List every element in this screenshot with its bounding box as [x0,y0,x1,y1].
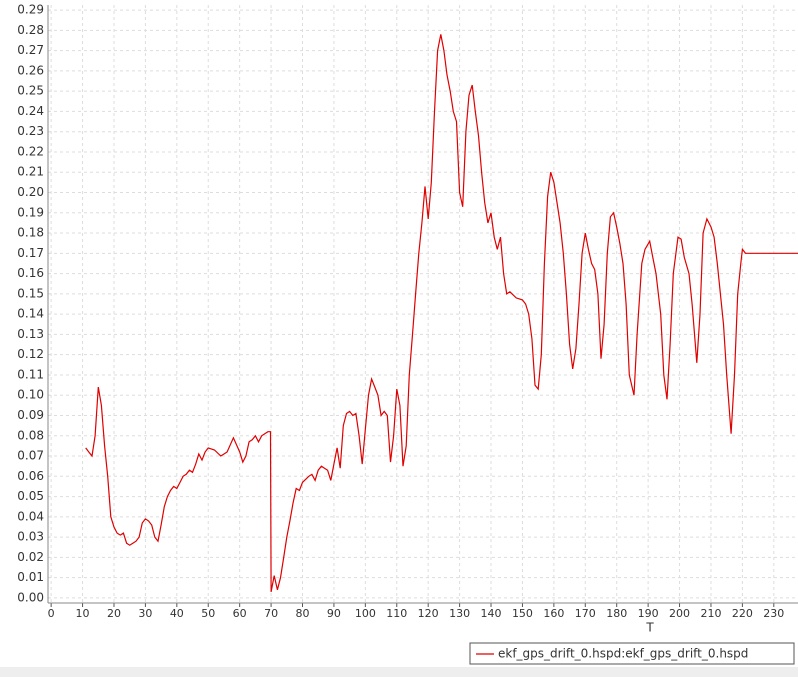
y-tick-label: 0.04 [17,509,44,523]
y-tick-label: 0.20 [17,185,44,199]
x-tick-label: 80 [296,607,310,620]
x-tick-label: 160 [543,607,564,620]
x-tick-label: 200 [669,607,690,620]
x-tick-label: 230 [763,607,784,620]
x-tick-label: 120 [418,607,439,620]
y-tick-label: 0.11 [17,367,44,381]
y-tick-label: 0.01 [17,570,44,584]
y-tick-label: 0.03 [17,530,44,544]
x-axis-label: T [645,621,654,635]
y-tick-label: 0.15 [17,286,44,300]
x-tick-label: 40 [170,607,184,620]
x-tick-label: 130 [449,607,470,620]
y-tick-label: 0.05 [17,489,44,503]
x-tick-label: 110 [386,607,407,620]
y-tick-label: 0.29 [17,3,44,17]
y-tick-label: 0.21 [17,165,44,179]
y-tick-label: 0.23 [17,124,44,138]
x-tick-label: 180 [606,607,627,620]
x-tick-label: 0 [48,607,55,620]
y-tick-label: 0.02 [17,550,44,564]
y-tick-label: 0.24 [17,104,44,118]
x-tick-label: 70 [264,607,278,620]
y-tick-label: 0.28 [17,23,44,37]
legend-box [469,642,795,665]
x-tick-label: 50 [201,607,215,620]
y-tick-label: 0.26 [17,63,44,77]
y-tick-label: 0.00 [17,590,44,604]
y-tick-label: 0.12 [17,347,44,361]
x-tick-label: 210 [700,607,721,620]
y-tick-label: 0.22 [17,144,44,158]
data-line [85,34,798,593]
x-tick-label: 60 [233,607,247,620]
footer-strip [0,667,798,677]
y-tick-label: 0.16 [17,266,44,280]
y-tick-label: 0.19 [17,205,44,219]
x-tick-label: 150 [512,607,533,620]
y-tick-label: 0.08 [17,428,44,442]
x-tick-label: 90 [327,607,341,620]
x-tick-label: 190 [638,607,659,620]
x-tick-label: 30 [138,607,152,620]
y-tick-label: 0.17 [17,246,44,260]
y-tick-label: 0.27 [17,43,44,57]
y-tick-label: 0.13 [17,327,44,341]
y-tick-label: 0.18 [17,226,44,240]
y-tick-label: 0.06 [17,469,44,483]
x-tick-label: 10 [76,607,90,620]
x-tick-label: 140 [481,607,502,620]
x-tick-label: 170 [575,607,596,620]
y-tick-label: 0.10 [17,388,44,402]
y-tick-label: 0.09 [17,408,44,422]
x-tick-label: 100 [355,607,376,620]
y-tick-label: 0.25 [17,84,44,98]
x-tick-label: 20 [107,607,121,620]
y-tick-label: 0.07 [17,449,44,463]
y-tick-label: 0.14 [17,307,44,321]
legend-label: ekf_gps_drift_0.hspd:ekf_gps_drift_0.hsp… [498,647,748,661]
x-tick-label: 220 [732,607,753,620]
